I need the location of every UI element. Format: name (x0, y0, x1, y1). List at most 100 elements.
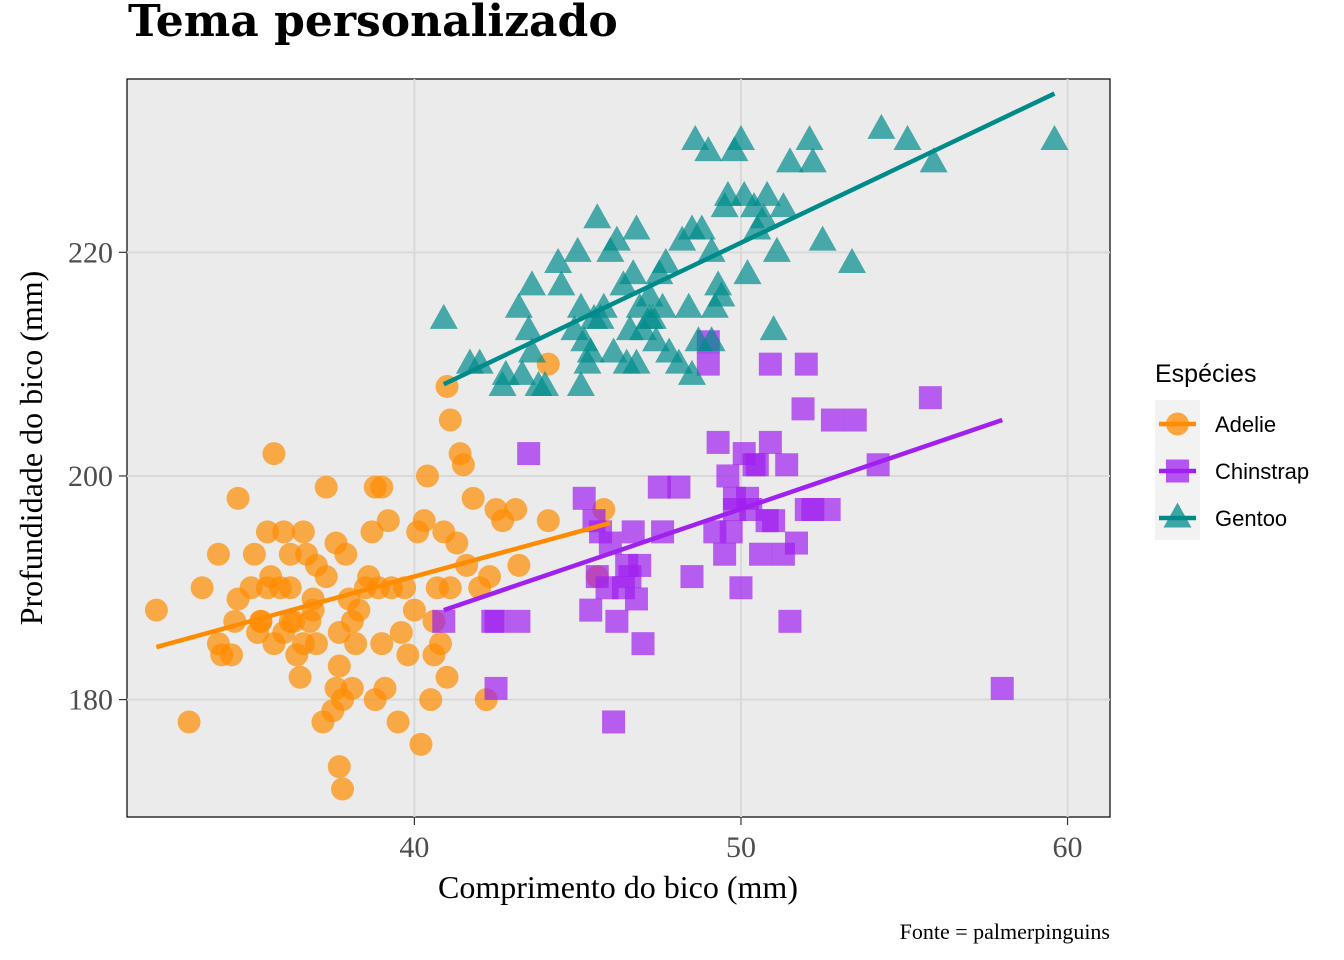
data-point (373, 676, 397, 700)
legend-title: Espécies (1155, 360, 1256, 388)
data-point (726, 125, 755, 150)
data-point (363, 475, 387, 499)
plot-panel (126, 78, 1111, 818)
legend-marker-square (1166, 459, 1189, 483)
data-point (327, 654, 351, 678)
legend-item-adelie: Adelie (1159, 412, 1276, 437)
data-point (697, 326, 726, 352)
data-point (576, 337, 605, 363)
y-tick-label: 200 (68, 460, 113, 493)
data-point (622, 214, 651, 240)
data-point (278, 542, 302, 566)
y-tick-label: 220 (68, 236, 113, 269)
data-point (465, 348, 494, 374)
data-point (758, 430, 782, 454)
data-point (696, 352, 720, 376)
data-point (517, 337, 546, 363)
data-point (544, 248, 573, 273)
trend-line-adelie (155, 520, 611, 650)
x-axis-ticks: 40 50 60 (399, 817, 1083, 864)
data-point (334, 542, 358, 566)
trend-lines (155, 91, 1056, 650)
data-point (647, 475, 671, 499)
chart-title: Tema personalizado (128, 0, 618, 47)
data-point (579, 598, 603, 622)
data-point (798, 147, 827, 173)
data-point (843, 408, 867, 432)
data-point (396, 643, 420, 667)
data-point (677, 359, 706, 385)
data-point (648, 292, 677, 318)
data-point (278, 576, 302, 600)
series-gentoo (429, 113, 1069, 396)
legend-label: Adelie (1215, 412, 1276, 437)
data-point (808, 225, 837, 251)
data-point (794, 352, 818, 376)
data-point (376, 509, 400, 533)
data-point (226, 486, 250, 510)
data-point (867, 113, 896, 139)
caption: Fonte = palmerpinguins (900, 919, 1110, 944)
data-point (602, 710, 626, 734)
data-point (282, 609, 306, 633)
x-tick-label: 50 (726, 831, 756, 864)
data-point (262, 442, 286, 466)
data-point (628, 553, 652, 577)
data-point (412, 509, 436, 533)
data-point (778, 609, 802, 633)
data-point (314, 475, 338, 499)
data-point (563, 236, 592, 262)
data-point (432, 609, 456, 633)
legend-label: Chinstrap (1215, 459, 1309, 484)
data-point (762, 236, 791, 262)
data-point (360, 520, 384, 544)
data-point (599, 337, 628, 363)
data-point (304, 632, 328, 656)
data-point (667, 475, 691, 499)
series-chinstrap (432, 330, 1014, 734)
data-point (438, 576, 462, 600)
data-point (622, 348, 651, 374)
data-point (177, 710, 201, 734)
data-point (445, 531, 469, 555)
data-point (651, 248, 680, 273)
data-point (429, 303, 458, 329)
data-point (484, 609, 508, 633)
trend-line-gentoo (442, 91, 1056, 387)
y-axis-label: Profundidade do bico (mm) (13, 271, 49, 626)
data-point (762, 509, 786, 533)
y-axis-ticks: 180 200 220 (68, 236, 127, 717)
data-point (340, 676, 364, 700)
data-point (631, 632, 655, 656)
data-point (918, 386, 942, 410)
data-point (635, 303, 664, 329)
data-point (838, 248, 867, 273)
data-point (1040, 125, 1069, 150)
data-point (680, 565, 704, 589)
data-point (288, 665, 312, 689)
data-point (451, 453, 475, 477)
data-point (327, 755, 351, 779)
data-point (272, 520, 296, 544)
data-point (674, 292, 703, 318)
data-point (461, 486, 485, 510)
data-point (438, 408, 462, 432)
data-point (775, 147, 804, 173)
data-point (820, 408, 844, 432)
data-point (791, 397, 815, 421)
data-point (602, 225, 631, 251)
data-point (759, 315, 788, 341)
data-point (331, 777, 355, 801)
data-point (507, 553, 531, 577)
legend-marker-circle (1166, 412, 1189, 436)
data-point (389, 621, 413, 644)
data-point (893, 125, 922, 150)
data-point (514, 315, 543, 341)
data-point (144, 598, 168, 622)
data-point (687, 214, 716, 240)
data-point (409, 732, 433, 756)
data-point (621, 520, 645, 544)
data-point (422, 643, 446, 667)
data-point (733, 259, 762, 285)
data-point (624, 587, 648, 611)
